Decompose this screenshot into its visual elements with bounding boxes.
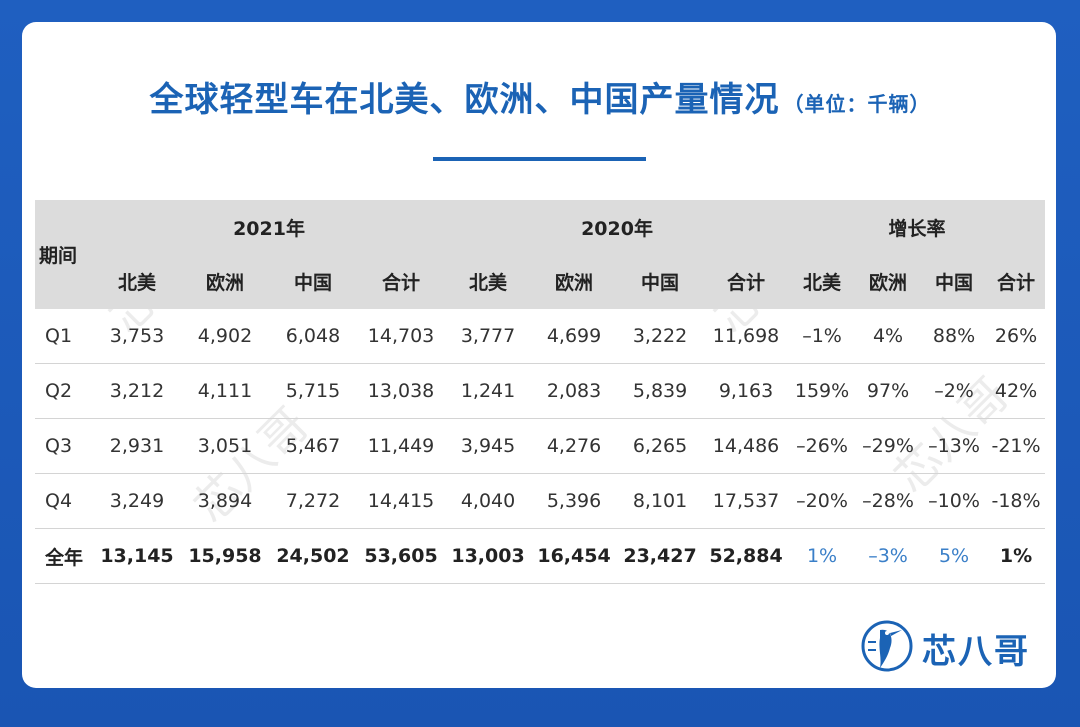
header-subcol: 北美 [445,254,532,309]
row-period: Q2 [35,363,93,419]
title-underline [433,157,646,161]
table-cell: 3,249 [93,473,181,529]
table-cell: 5,396 [531,473,618,529]
table-cell: 16,454 [531,528,618,584]
table-cell: 6,265 [617,418,704,474]
table-cell: 3,945 [445,418,532,474]
table-cell: 4,040 [445,473,532,529]
header-subcol: 欧洲 [531,254,618,309]
header-period: 期间 [35,200,93,309]
row-period: 全年 [35,528,93,584]
row-period: Q4 [35,473,93,529]
brand-name: 芯八哥 [922,631,1030,672]
table-cell: 11,449 [357,418,446,474]
header-subcol: 中国 [617,254,704,309]
header-subcol: 欧洲 [855,254,922,309]
table-cell: 17,537 [703,473,790,529]
table-cell: –28% [855,473,922,529]
table-cell: –3% [855,528,922,584]
table-row: Q4 3,249 3,894 7,272 14,415 4,040 5,396 … [35,473,1046,529]
table-cell: 42% [987,363,1046,419]
table-cell: 11,698 [703,309,790,364]
table-cell: 3,777 [445,309,532,364]
header-subcol: 中国 [921,254,988,309]
table-cell: 8,101 [617,473,704,529]
unit-label: （单位：千辆） [783,92,931,116]
table-cell: 97% [855,363,922,419]
table-cell: 14,703 [357,309,446,364]
total-row: 全年 13,145 15,958 24,502 53,605 13,003 16… [35,528,1046,584]
header-subcol: 合计 [987,254,1046,309]
bird-logo-icon [860,618,914,678]
table-cell: –1% [789,309,856,364]
table-cell: 4,111 [181,363,269,419]
row-period: Q1 [35,309,93,364]
table-cell: 7,272 [269,473,357,529]
table-cell: 1% [987,528,1046,584]
table-cell: –2% [921,363,988,419]
table-cell: 1% [789,528,856,584]
table-cell: 159% [789,363,856,419]
table-cell: 3,212 [93,363,181,419]
header-group-growth: 增长率 [789,200,1046,254]
header-subcol: 合计 [703,254,790,309]
table-cell: 6,048 [269,309,357,364]
table-cell: –10% [921,473,988,529]
production-table: 期间 2021年 2020年 增长率 北美 欧洲 中国 合计 北美 欧洲 中国 … [35,200,1046,584]
row-period: Q3 [35,418,93,474]
header-subcol: 中国 [269,254,357,309]
header-group-2020: 2020年 [445,200,790,254]
table-cell: 3,894 [181,473,269,529]
header-group-2021: 2021年 [93,200,446,254]
table-cell: –20% [789,473,856,529]
table-cell: 9,163 [703,363,790,419]
header-subcol: 合计 [357,254,446,309]
table-row: Q1 3,753 4,902 6,048 14,703 3,777 4,699 … [35,309,1046,364]
table-cell: 2,931 [93,418,181,474]
table-cell: 52,884 [703,528,790,584]
table-cell: –13% [921,418,988,474]
table-cell: 5,467 [269,418,357,474]
table-cell: 2,083 [531,363,618,419]
table-cell: 53,605 [357,528,446,584]
table-cell: 24,502 [269,528,357,584]
header-subcol: 北美 [789,254,856,309]
table-cell: 3,753 [93,309,181,364]
page-title: 全球轻型车在北美、欧洲、中国产量情况 （单位：千辆） [0,72,1080,121]
table-cell: 15,958 [181,528,269,584]
table-cell: 14,486 [703,418,790,474]
table-cell: 13,003 [445,528,532,584]
table-cell: -21% [987,418,1046,474]
table-cell: 3,051 [181,418,269,474]
table-row: Q3 2,931 3,051 5,467 11,449 3,945 4,276 … [35,418,1046,474]
table-cell: 23,427 [617,528,704,584]
table-cell: 5,715 [269,363,357,419]
table-cell: 4,276 [531,418,618,474]
table-cell: 3,222 [617,309,704,364]
table-cell: 5,839 [617,363,704,419]
table-cell: –26% [789,418,856,474]
table-cell: 4% [855,309,922,364]
table-row: Q2 3,212 4,111 5,715 13,038 1,241 2,083 … [35,363,1046,419]
table-cell: –29% [855,418,922,474]
header-subcol: 北美 [93,254,181,309]
header-subcol: 欧洲 [181,254,269,309]
table-cell: 88% [921,309,988,364]
table-cell: 5% [921,528,988,584]
table-cell: 26% [987,309,1046,364]
table-cell: 4,902 [181,309,269,364]
table-cell: 13,038 [357,363,446,419]
title-text: 全球轻型车在北美、欧洲、中国产量情况 [149,80,780,120]
table-cell: 4,699 [531,309,618,364]
table-cell: 1,241 [445,363,532,419]
table-cell: 14,415 [357,473,446,529]
table-cell: -18% [987,473,1046,529]
brand-logo: 芯八哥 [860,618,1030,678]
table-cell: 13,145 [93,528,181,584]
